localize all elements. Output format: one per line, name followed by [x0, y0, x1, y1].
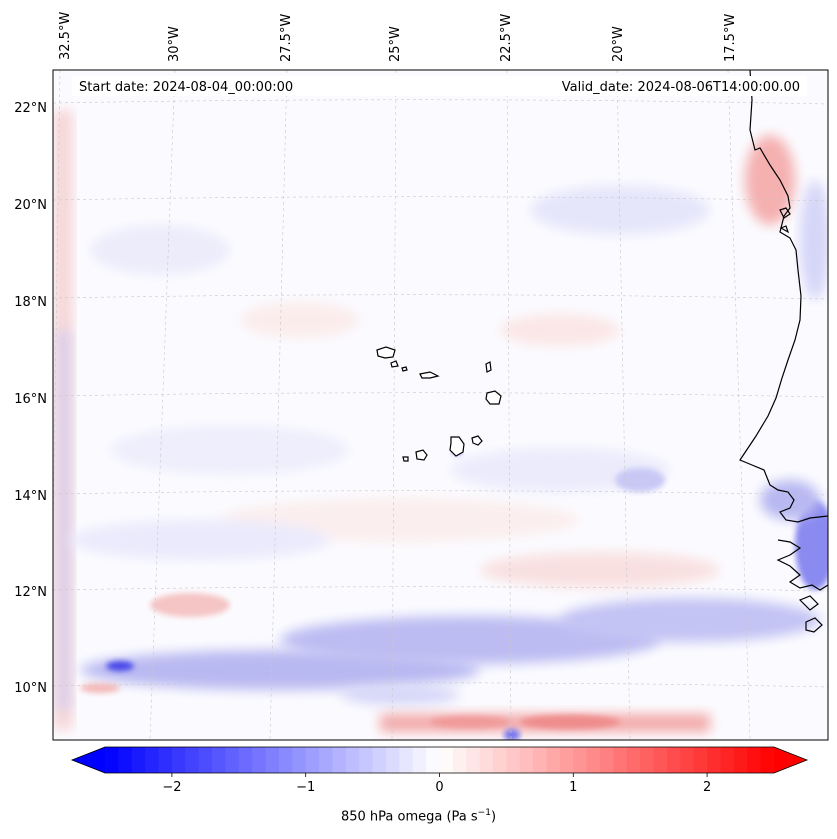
colorbar-cell: [573, 747, 588, 773]
lon-label-20w: 20°W: [611, 26, 626, 62]
colorbar-tick-label: 1: [569, 780, 577, 795]
colorbar-cell: [680, 747, 695, 773]
colorbar-cell: [426, 747, 440, 773]
lon-label-22-5w: 22.5°W: [499, 14, 514, 62]
lat-label-16n: 16°N: [14, 392, 47, 407]
colorbar-cell: [319, 747, 333, 773]
colorbar-cell: [600, 747, 614, 773]
colorbar-cell: [305, 747, 320, 773]
colorbar-cell: [452, 747, 467, 773]
start-date-label: Start date: 2024-08-04_00:00:00: [79, 80, 293, 95]
colorbar-cell: [292, 747, 307, 773]
colorbar-extend-min: [72, 747, 105, 773]
lat-label-14n: 14°N: [14, 489, 47, 504]
omega-field: [53, 70, 828, 740]
lat-label-20n: 20°N: [14, 198, 47, 213]
colorbar-cell: [131, 747, 146, 773]
colorbar-tick-label: 2: [703, 780, 711, 795]
africa-coastline: [739, 70, 828, 523]
lat-label-22n: 22°N: [14, 101, 47, 116]
colorbar-cell: [238, 747, 253, 773]
colorbar-cell: [265, 747, 280, 773]
valid-date-label: Valid_date: 2024-08-06T14:00:00.00: [562, 80, 800, 95]
colorbar-cell: [546, 747, 561, 773]
colorbar-cell: [385, 747, 400, 773]
colorbar-cell: [212, 747, 226, 773]
lon-label-27-5w: 27.5°W: [279, 14, 294, 62]
colorbar-cell: [225, 747, 240, 773]
colorbar-cell: [693, 747, 708, 773]
colorbar-cell: [466, 747, 481, 773]
colorbar-cell: [720, 747, 735, 773]
colorbar-cell: [171, 747, 186, 773]
colorbar-cell: [653, 747, 668, 773]
colorbar-extend-max: [774, 747, 807, 773]
lon-label-30w: 30°W: [167, 26, 182, 62]
colorbar: −2 −1 0 1 2: [70, 746, 809, 795]
colorbar-cells: [105, 747, 775, 773]
colorbar-cell: [399, 747, 414, 773]
colorbar-tick-label: −1: [296, 780, 315, 795]
colorbar-cell: [185, 747, 200, 773]
latitude-labels: 22°N 20°N 18°N 16°N 14°N 12°N 10°N: [14, 101, 47, 696]
colorbar-cell: [760, 747, 775, 773]
lon-label-32-5w: 32.5°W: [58, 12, 73, 60]
gridlines: [53, 70, 828, 740]
coastlines: [739, 70, 828, 633]
colorbar-cell: [613, 747, 628, 773]
colorbar-cell: [506, 747, 521, 773]
lon-label-17-5w: 17.5°W: [723, 14, 738, 62]
colorbar-tick-label: 0: [435, 780, 443, 795]
colorbar-cell: [252, 747, 267, 773]
colorbar-cell: [145, 747, 160, 773]
colorbar-cell: [332, 747, 347, 773]
map-frame: [52, 69, 829, 741]
header-strip: [72, 76, 807, 96]
lat-label-18n: 18°N: [14, 295, 47, 310]
colorbar-cell: [559, 747, 574, 773]
colorbar-tick-label: −2: [162, 780, 181, 795]
colorbar-cell: [479, 747, 494, 773]
lat-label-10n: 10°N: [14, 681, 47, 696]
colorbar-cell: [586, 747, 601, 773]
colorbar-cell: [158, 747, 173, 773]
colorbar-cell: [666, 747, 681, 773]
colorbar-cell: [105, 747, 119, 773]
colorbar-cell: [747, 747, 762, 773]
colorbar-cell: [345, 747, 360, 773]
colorbar-cell: [733, 747, 748, 773]
colorbar-cell: [118, 747, 133, 773]
colorbar-cell: [640, 747, 655, 773]
colorbar-ticks: −2 −1 0 1 2: [162, 773, 711, 795]
colorbar-cell: [707, 747, 721, 773]
longitude-labels: 32.5°W 30°W 27.5°W 25°W 22.5°W 20°W 17.5…: [58, 12, 738, 62]
colorbar-label: 850 hPa omega (Pa s−1): [340, 808, 497, 825]
colorbar-outline: [70, 746, 809, 774]
colorbar-cell: [278, 747, 293, 773]
colorbar-cell: [533, 747, 548, 773]
colorbar-cell: [359, 747, 374, 773]
cape-verde-islands: [376, 346, 502, 462]
lon-label-25w: 25°W: [388, 26, 403, 62]
colorbar-cell: [626, 747, 641, 773]
colorbar-cell: [198, 747, 213, 773]
colorbar-cell: [493, 747, 507, 773]
colorbar-cell: [439, 747, 454, 773]
lat-label-12n: 12°N: [14, 585, 47, 600]
colorbar-cell: [412, 747, 427, 773]
colorbar-cell: [372, 747, 387, 773]
colorbar-cell: [519, 747, 534, 773]
